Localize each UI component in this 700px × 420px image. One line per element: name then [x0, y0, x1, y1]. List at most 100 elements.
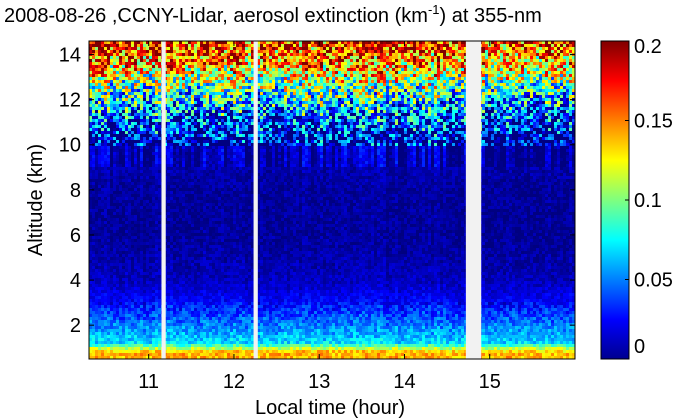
- heatmap-cell: [140, 77, 143, 80]
- heatmap-cell: [167, 113, 170, 116]
- heatmap-cell: [185, 179, 188, 182]
- heatmap-cell: [173, 212, 176, 215]
- heatmap-cell: [179, 101, 182, 104]
- heatmap-cell: [110, 317, 113, 320]
- heatmap-cell: [215, 188, 218, 191]
- heatmap-cell: [137, 53, 140, 56]
- heatmap-cell: [176, 218, 179, 221]
- heatmap-cell: [206, 134, 209, 137]
- heatmap-cell: [182, 326, 185, 329]
- heatmap-cell: [155, 179, 158, 182]
- heatmap-cell: [182, 242, 185, 245]
- heatmap-cell: [176, 77, 179, 80]
- heatmap-cell: [143, 356, 146, 359]
- heatmap-cell: [179, 41, 182, 44]
- heatmap-cell: [107, 161, 110, 164]
- heatmap-cell: [143, 332, 146, 335]
- heatmap-cell: [152, 326, 155, 329]
- heatmap-cell: [188, 83, 191, 86]
- heatmap-cell: [98, 302, 101, 305]
- heatmap-cell: [212, 137, 215, 140]
- heatmap-cell: [191, 350, 194, 353]
- heatmap-cell: [119, 320, 122, 323]
- heatmap-cell: [215, 50, 218, 53]
- heatmap-cell: [218, 308, 221, 311]
- heatmap-cell: [140, 80, 143, 83]
- heatmap-cell: [101, 314, 104, 317]
- heatmap-cell: [155, 206, 158, 209]
- heatmap-cell: [209, 326, 212, 329]
- heatmap-cell: [197, 245, 200, 248]
- heatmap-cell: [143, 200, 146, 203]
- chart-title: 2008-08-26 ,CCNY-Lidar, aerosol extincti…: [4, 2, 542, 27]
- heatmap-cell: [107, 329, 110, 332]
- heatmap-cell: [149, 311, 152, 314]
- heatmap-cell: [113, 77, 116, 80]
- heatmap-cell: [167, 131, 170, 134]
- heatmap-cell: [203, 95, 206, 98]
- heatmap-cell: [224, 302, 227, 305]
- heatmap-cell: [221, 170, 224, 173]
- heatmap-cell: [89, 107, 92, 110]
- heatmap-cell: [98, 140, 101, 143]
- heatmap-cell: [227, 239, 230, 242]
- heatmap-cell: [110, 68, 113, 71]
- heatmap-cell: [152, 314, 155, 317]
- heatmap-cell: [155, 176, 158, 179]
- heatmap-cell: [116, 134, 119, 137]
- heatmap-cell: [113, 194, 116, 197]
- heatmap-cell: [122, 143, 125, 146]
- heatmap-cell: [92, 221, 95, 224]
- heatmap-cell: [152, 128, 155, 131]
- heatmap-cell: [95, 260, 98, 263]
- heatmap-cell: [122, 260, 125, 263]
- heatmap-cell: [119, 164, 122, 167]
- heatmap-cell: [194, 56, 197, 59]
- heatmap-cell: [224, 134, 227, 137]
- heatmap-cell: [203, 68, 206, 71]
- heatmap-cell: [209, 158, 212, 161]
- heatmap-cell: [128, 113, 131, 116]
- heatmap-cell: [206, 80, 209, 83]
- heatmap-cell: [125, 149, 128, 152]
- heatmap-cell: [176, 176, 179, 179]
- heatmap-cell: [191, 161, 194, 164]
- heatmap-cell: [179, 272, 182, 275]
- heatmap-cell: [113, 236, 116, 239]
- heatmap-cell: [212, 317, 215, 320]
- heatmap-cell: [107, 77, 110, 80]
- heatmap-cell: [167, 233, 170, 236]
- heatmap-cell: [224, 329, 227, 332]
- heatmap-cell: [206, 95, 209, 98]
- heatmap-cell: [188, 260, 191, 263]
- heatmap-cell: [134, 62, 137, 65]
- heatmap-cell: [128, 188, 131, 191]
- heatmap-cell: [170, 125, 173, 128]
- heatmap-cell: [116, 326, 119, 329]
- heatmap-cell: [227, 74, 230, 77]
- heatmap-cell: [224, 89, 227, 92]
- heatmap-cell: [203, 152, 206, 155]
- heatmap-cell: [179, 191, 182, 194]
- heatmap-cell: [116, 266, 119, 269]
- heatmap-cell: [101, 212, 104, 215]
- heatmap-cell: [200, 257, 203, 260]
- heatmap-cell: [155, 185, 158, 188]
- heatmap-cell: [119, 212, 122, 215]
- heatmap-cell: [224, 53, 227, 56]
- heatmap-cell: [167, 146, 170, 149]
- heatmap-cell: [176, 248, 179, 251]
- heatmap-cell: [221, 89, 224, 92]
- heatmap-cell: [188, 143, 191, 146]
- heatmap-cell: [146, 41, 149, 44]
- heatmap-cell: [170, 248, 173, 251]
- heatmap-cell: [95, 218, 98, 221]
- heatmap-cell: [218, 233, 221, 236]
- heatmap-cell: [104, 212, 107, 215]
- heatmap-cell: [209, 92, 212, 95]
- heatmap-cell: [158, 56, 161, 59]
- heatmap-cell: [143, 92, 146, 95]
- heatmap-cell: [200, 272, 203, 275]
- heatmap-cell: [185, 128, 188, 131]
- heatmap-cell: [200, 335, 203, 338]
